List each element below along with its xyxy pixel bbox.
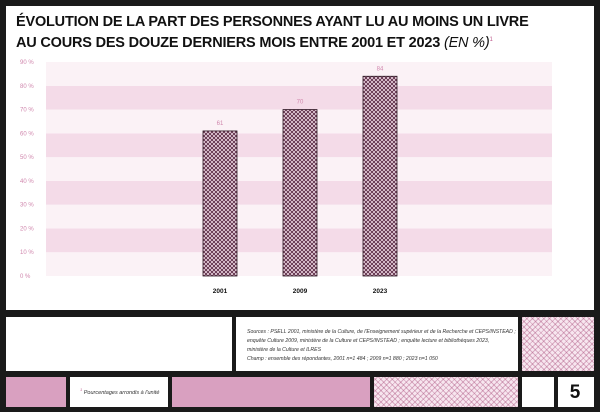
page-number-block bbox=[558, 377, 594, 407]
y-tick-label: 20 % bbox=[20, 226, 34, 232]
y-tick-label: 70 % bbox=[20, 108, 34, 114]
y-tick-label: 80 % bbox=[20, 84, 34, 90]
x-tick-label: 2001 bbox=[213, 288, 228, 295]
y-tick-label: 30 % bbox=[20, 203, 34, 209]
value-label: 61 bbox=[217, 121, 224, 127]
sources-line: Champ : ensemble des répondantes, 2001 n… bbox=[247, 356, 438, 362]
hatched-decor-block-2 bbox=[374, 377, 518, 407]
footer-blank-block bbox=[6, 317, 232, 371]
bar-2001 bbox=[202, 130, 238, 277]
sources-block bbox=[236, 317, 518, 371]
page-number: 5 bbox=[569, 382, 581, 403]
y-tick-label: 90 % bbox=[20, 60, 34, 66]
footnote-block bbox=[70, 377, 168, 407]
value-label: 84 bbox=[377, 66, 384, 72]
grid-band bbox=[46, 62, 552, 86]
y-axis-ticks: 0 % 10 % 20 % 30 % 40 % 50 % 60 % 70 % 80 % 90 % bbox=[20, 60, 34, 280]
pink-decor-block bbox=[6, 377, 66, 407]
blank-small-block bbox=[522, 377, 554, 407]
y-tick-label: 10 % bbox=[20, 250, 34, 256]
sources-text: Sources : PSELL 2001, ministère de la Cu… bbox=[247, 328, 517, 364]
y-tick-label: 50 % bbox=[20, 155, 34, 161]
chart-title-line2: AU COURS DES DOUZE DERNIERS MOIS ENTRE 2… bbox=[16, 31, 576, 52]
bar-2023 bbox=[362, 75, 398, 277]
footnote: 1 Pourcentages arrondis à l'unité bbox=[80, 387, 159, 396]
sources-line: enquête Culture 2009, ministère de la Cu… bbox=[247, 338, 490, 344]
grid-band bbox=[46, 85, 552, 110]
footnote-text: Pourcentages arrondis à l'unité bbox=[83, 389, 160, 396]
sources-line: ministère de la Culture et ILRES bbox=[247, 347, 322, 353]
chart-title-line2-text: AU COURS DES DOUZE DERNIERS MOIS ENTRE 2… bbox=[16, 34, 441, 51]
bars bbox=[202, 75, 398, 277]
x-tick-label: 2023 bbox=[373, 288, 388, 295]
y-tick-label: 60 % bbox=[20, 131, 34, 137]
hatched-decor-block bbox=[522, 317, 594, 371]
pink-decor-block-2 bbox=[172, 377, 370, 407]
value-label: 70 bbox=[297, 100, 304, 106]
y-tick-label: 0 % bbox=[20, 274, 31, 280]
chart-title-line1: ÉVOLUTION DE LA PART DES PERSONNES AYANT… bbox=[16, 14, 529, 30]
x-tick-label: 2009 bbox=[293, 288, 308, 295]
value-labels: 61 70 84 bbox=[217, 66, 384, 127]
footnote-ref: 1 bbox=[80, 387, 83, 392]
y-tick-label: 40 % bbox=[20, 179, 34, 185]
chart-title-unit: (EN %) bbox=[443, 34, 490, 51]
chart-title: ÉVOLUTION DE LA PART DES PERSONNES AYANT… bbox=[16, 13, 576, 52]
title-footnote-ref: 1 bbox=[489, 37, 493, 43]
x-axis-labels: 2001 2009 2023 bbox=[213, 288, 388, 295]
bar-2009 bbox=[282, 109, 318, 277]
sources-line: Sources : PSELL 2001, ministère de la Cu… bbox=[247, 329, 516, 335]
